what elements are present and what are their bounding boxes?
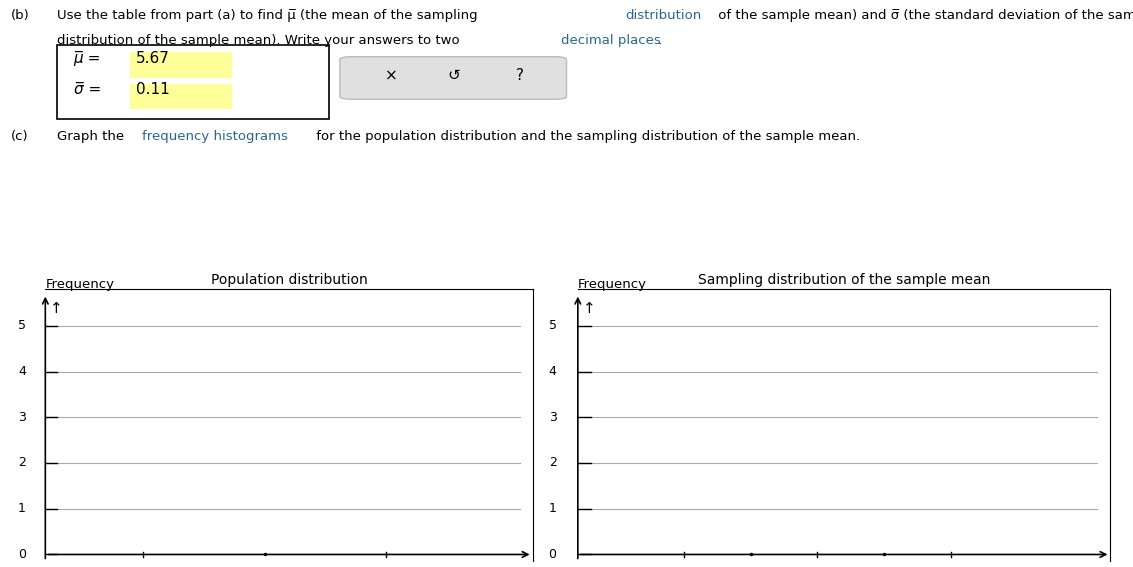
Text: 5: 5: [548, 319, 556, 332]
Text: 0.11: 0.11: [136, 82, 170, 97]
Text: (c): (c): [11, 130, 29, 143]
Text: 2: 2: [18, 456, 26, 469]
Text: Graph the: Graph the: [57, 130, 128, 143]
Text: 1: 1: [548, 502, 556, 515]
Text: .: .: [657, 34, 662, 47]
Text: ↺: ↺: [448, 68, 460, 83]
Text: ?: ?: [516, 68, 523, 83]
Text: ↑: ↑: [583, 301, 596, 316]
Text: ↑: ↑: [50, 301, 63, 316]
Text: Frequency: Frequency: [578, 278, 647, 291]
Text: (b): (b): [11, 9, 31, 22]
Text: frequency histograms: frequency histograms: [142, 130, 288, 143]
FancyBboxPatch shape: [130, 53, 232, 78]
Text: distribution of the sample mean). Write your answers to two: distribution of the sample mean). Write …: [57, 34, 463, 47]
Text: 1: 1: [18, 502, 26, 515]
Text: Frequency: Frequency: [45, 278, 114, 291]
FancyBboxPatch shape: [130, 84, 232, 109]
Text: 0: 0: [18, 548, 26, 561]
Text: Use the table from part (a) to find μ̅ (the mean of the sampling: Use the table from part (a) to find μ̅ (…: [57, 9, 482, 22]
Text: 3: 3: [18, 411, 26, 424]
Title: Population distribution: Population distribution: [211, 273, 367, 286]
Text: 0: 0: [548, 548, 556, 561]
Text: σ̅ =: σ̅ =: [74, 82, 101, 97]
Text: 5: 5: [18, 319, 26, 332]
Title: Sampling distribution of the sample mean: Sampling distribution of the sample mean: [698, 273, 990, 286]
Text: distribution: distribution: [625, 9, 701, 22]
FancyBboxPatch shape: [57, 45, 329, 119]
FancyBboxPatch shape: [340, 57, 566, 99]
Text: μ̅ =: μ̅ =: [74, 51, 101, 66]
Text: 4: 4: [18, 365, 26, 378]
Text: of the sample mean) and σ̅ (the standard deviation of the sampling: of the sample mean) and σ̅ (the standard…: [714, 9, 1133, 22]
Text: ×: ×: [385, 68, 398, 83]
Text: 2: 2: [548, 456, 556, 469]
Text: 3: 3: [548, 411, 556, 424]
Text: for the population distribution and the sampling distribution of the sample mean: for the population distribution and the …: [312, 130, 860, 143]
Text: 4: 4: [548, 365, 556, 378]
Text: 5.67: 5.67: [136, 51, 170, 66]
Text: decimal places: decimal places: [561, 34, 661, 47]
